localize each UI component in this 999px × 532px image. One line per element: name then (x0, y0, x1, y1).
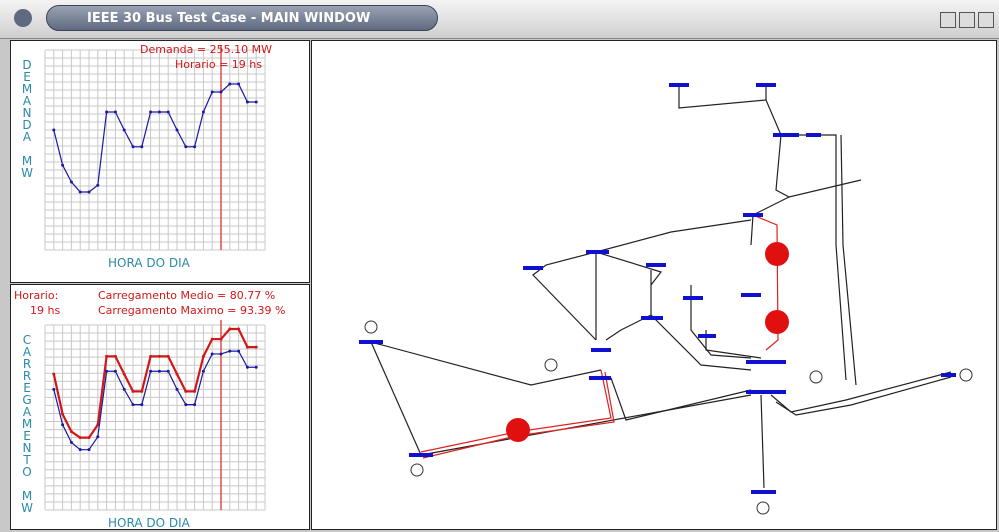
data-point (61, 412, 65, 416)
data-point (193, 389, 197, 393)
data-point (96, 423, 100, 427)
data-point (237, 327, 241, 331)
data-point (131, 145, 135, 149)
data-point (193, 145, 197, 149)
y-axis-label: CARREGAMENTO MW (20, 333, 34, 513)
data-point (96, 435, 100, 439)
data-point (175, 128, 179, 132)
data-point (201, 110, 205, 114)
data-point (113, 110, 117, 114)
data-point (105, 369, 109, 373)
annotation: Horario: (14, 289, 59, 302)
data-point (113, 369, 117, 373)
minimize-button[interactable] (940, 12, 956, 28)
data-point (184, 403, 188, 407)
data-point (122, 128, 126, 132)
data-point (166, 110, 170, 114)
data-point (175, 372, 179, 376)
diagram-panel (311, 40, 997, 530)
data-point (131, 389, 135, 393)
data-point (254, 345, 258, 349)
window-title: IEEE 30 Bus Test Case - MAIN WINDOW (46, 5, 438, 31)
data-point (61, 423, 65, 427)
x-axis-label: HORA DO DIA (108, 256, 190, 270)
data-point (122, 387, 126, 391)
data-point (113, 354, 117, 358)
data-point (201, 354, 205, 358)
data-point (52, 128, 56, 132)
data-point (69, 430, 73, 434)
data-point (87, 436, 91, 440)
close-button[interactable] (978, 12, 994, 28)
data-point (78, 448, 82, 452)
data-point (105, 110, 109, 114)
data-point (245, 365, 249, 369)
data-point (105, 354, 109, 358)
data-point (140, 389, 144, 393)
overload-indicators (506, 242, 789, 442)
data-point (237, 82, 241, 86)
buses (359, 83, 956, 494)
data-point (78, 436, 82, 440)
data-point (166, 369, 170, 373)
data-point (140, 403, 144, 407)
data-point (210, 352, 214, 356)
bus-diagram (359, 83, 973, 515)
data-point (254, 365, 258, 369)
data-point (149, 354, 153, 358)
data-point (210, 337, 214, 341)
data-point (228, 327, 232, 331)
data-point (219, 352, 223, 356)
line-series (53, 350, 257, 451)
data-point (184, 389, 188, 393)
data-point (228, 349, 232, 353)
data-point (166, 354, 170, 358)
generators (364, 320, 973, 515)
data-point (69, 180, 73, 184)
data-point (254, 100, 258, 104)
data-point (87, 448, 91, 452)
menu-button[interactable] (14, 9, 32, 27)
annotation: Demanda = 255.10 MW (140, 43, 272, 56)
data-point (219, 90, 223, 94)
data-point (201, 369, 205, 373)
data-point (219, 337, 223, 341)
data-point (87, 190, 91, 194)
data-point (61, 163, 65, 167)
data-point (78, 190, 82, 194)
data-point (96, 183, 100, 187)
maximize-button[interactable] (959, 12, 975, 28)
data-point (157, 110, 161, 114)
data-point (52, 387, 56, 391)
data-point (131, 403, 135, 407)
data-point (140, 145, 144, 149)
data-point (157, 354, 161, 358)
data-point (237, 349, 241, 353)
annotation: Horario = 19 hs (175, 58, 262, 71)
data-point (245, 345, 249, 349)
data-point (184, 145, 188, 149)
data-point (149, 369, 153, 373)
x-axis-label: HORA DO DIA (108, 516, 190, 530)
data-point (175, 387, 179, 391)
annotation: Carregamento Maximo = 93.39 % (98, 304, 286, 317)
data-point (245, 100, 249, 104)
lines (370, 84, 952, 489)
data-point (69, 440, 73, 444)
data-point (157, 369, 161, 373)
data-point (122, 372, 126, 376)
data-point (228, 82, 232, 86)
data-point (210, 90, 214, 94)
data-point (193, 403, 197, 407)
data-point (149, 110, 153, 114)
y-axis-label: DEMANDA MW (20, 58, 34, 178)
annotation: 19 hs (30, 304, 61, 317)
title-bar: IEEE 30 Bus Test Case - MAIN WINDOW (0, 0, 999, 39)
annotation: Carregamento Medio = 80.77 % (98, 289, 276, 302)
overloaded-lines (420, 214, 779, 459)
data-point (52, 372, 56, 376)
